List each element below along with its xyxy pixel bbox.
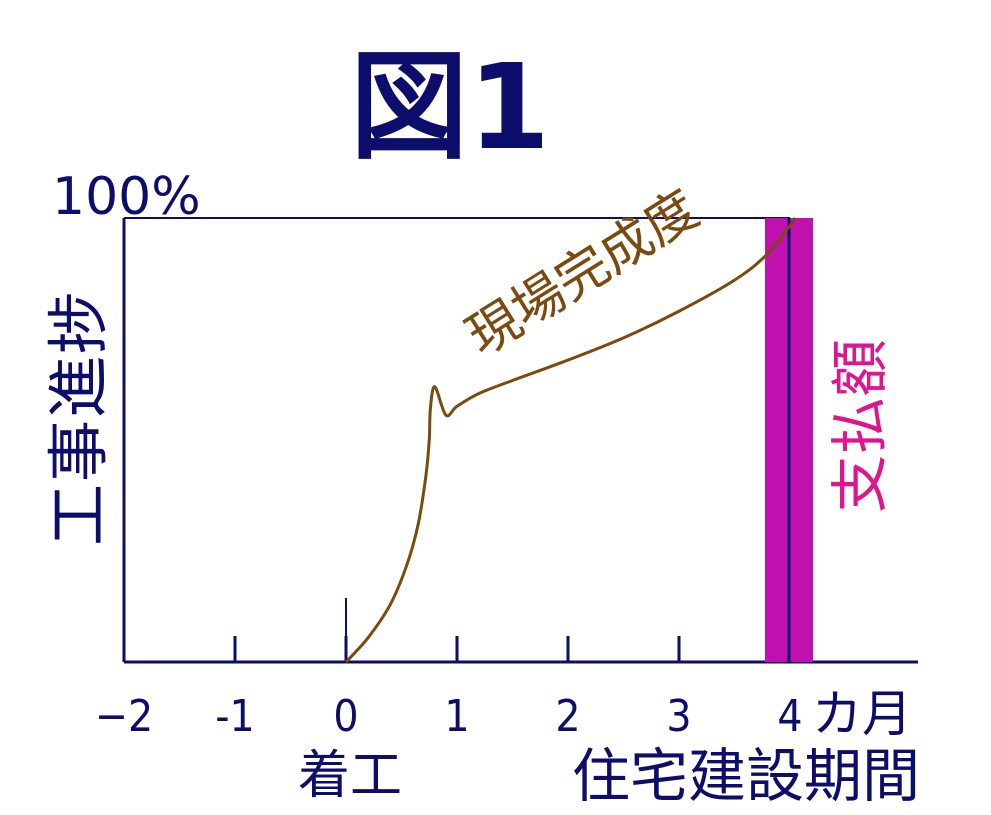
x-tick-label: 3 — [666, 691, 691, 742]
x-tick-label: 4 — [777, 691, 802, 742]
x-axis-label: 住宅建設期間 — [572, 742, 920, 810]
x-tick-label: 1 — [444, 691, 469, 742]
x-unit-label: カ月 — [812, 685, 912, 743]
series-label-site-completion: 現場完成度 — [457, 179, 709, 368]
x-tick-label: -1 — [215, 691, 254, 742]
x-tick-labels: −2 -1 0 1 2 3 4 — [95, 691, 803, 742]
x-tick-label: −2 — [95, 691, 153, 742]
chart-title-text: 図1 — [350, 38, 550, 176]
y-axis-label: 工事進捗 — [42, 290, 115, 546]
x-ticks — [233, 636, 792, 662]
x-tick-label: 0 — [333, 691, 358, 742]
start-label: 着工 — [298, 746, 402, 806]
y-max-label: 100% — [52, 167, 201, 227]
chart-title: 図1 — [350, 38, 550, 176]
payment-label: 支払額 — [826, 339, 894, 513]
series-line-site-completion — [344, 217, 797, 664]
x-tick-label: 2 — [555, 691, 580, 742]
